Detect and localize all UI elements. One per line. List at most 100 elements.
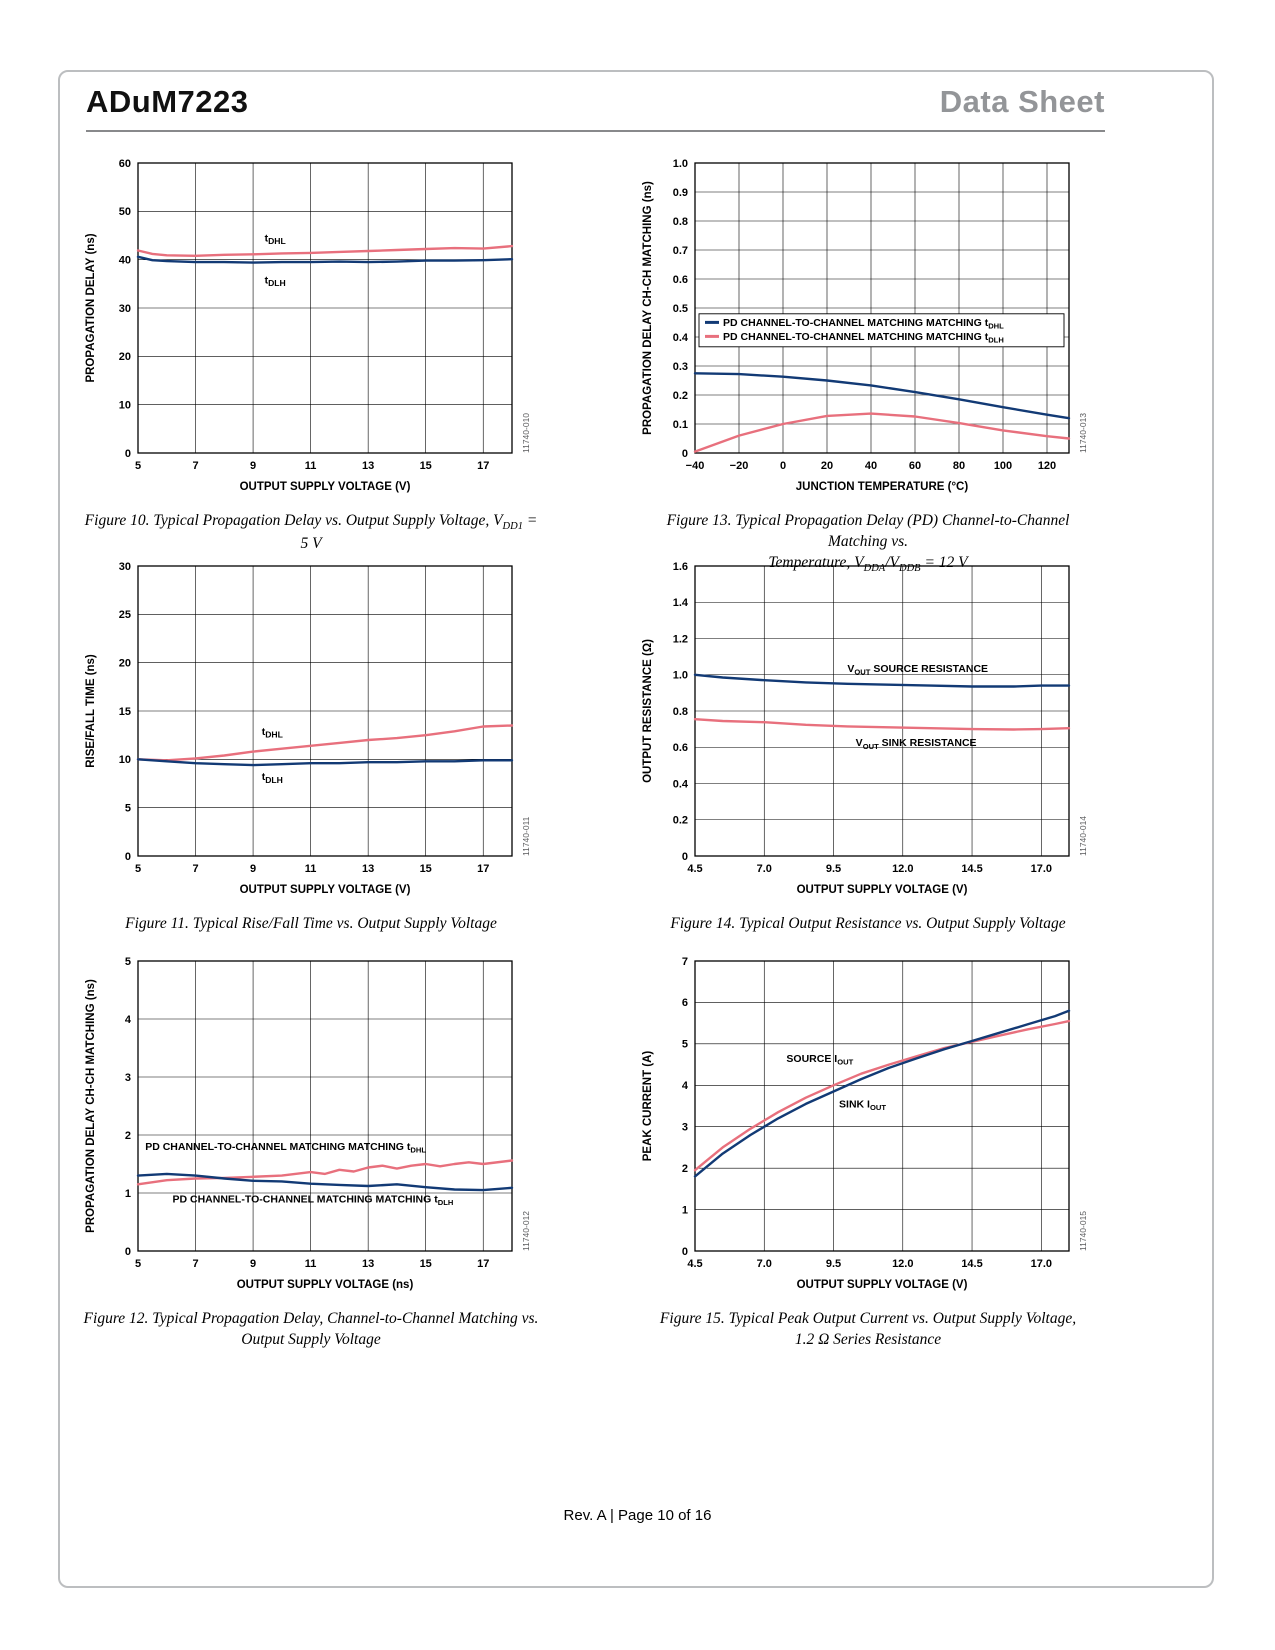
svg-text:7.0: 7.0 [757,863,772,875]
svg-text:OUTPUT SUPPLY VOLTAGE (V): OUTPUT SUPPLY VOLTAGE (V) [797,1279,968,1291]
figure-12: 5 7 9 11 13 15 17 0 1 2 3 4 5 OUTPUT SUPPLY VOLTAGE (… [80,951,542,1351]
svg-text:5: 5 [135,460,141,472]
svg-text:6: 6 [682,997,688,1009]
chart-output-resistance-vs-supply-voltage: 4.5 7.0 9.5 12.0 14.5 17.0 0 0.2 0.4 0.6 0.8 1.0 1.2… [637,556,1099,908]
svg-text:SINK IOUT: SINK IOUT [839,1098,886,1112]
svg-text:25: 25 [119,609,131,621]
figure-13: −40 −20 0 20 40 60 80 100 120 0 0.1 0.2 0.3 0.4 0.5 0.6… [637,153,1099,576]
svg-text:40: 40 [119,254,131,266]
svg-text:50: 50 [119,206,131,218]
svg-text:−20: −20 [730,460,749,472]
svg-text:5: 5 [125,956,131,968]
svg-text:2: 2 [125,1130,131,1142]
svg-text:100: 100 [994,460,1012,472]
svg-text:OUTPUT SUPPLY VOLTAGE (V): OUTPUT SUPPLY VOLTAGE (V) [240,884,411,896]
svg-text:13: 13 [362,1258,374,1270]
part-number-title: ADuM7223 [86,84,249,119]
svg-text:15: 15 [420,1258,432,1270]
svg-text:PD CHANNEL-TO-CHANNEL MATCHING: PD CHANNEL-TO-CHANNEL MATCHING MATCHING … [145,1141,426,1155]
svg-text:9.5: 9.5 [826,863,841,875]
svg-text:7: 7 [192,863,198,875]
svg-text:1.2: 1.2 [673,633,688,645]
svg-text:11740-015: 11740-015 [1078,1211,1088,1251]
svg-text:10: 10 [119,754,131,766]
svg-text:11740-011: 11740-011 [521,816,531,856]
svg-text:0.1: 0.1 [673,419,688,431]
svg-text:SOURCE IOUT: SOURCE IOUT [786,1053,853,1067]
svg-text:PROPAGATION DELAY CH-CH MATCHI: PROPAGATION DELAY CH-CH MATCHING (ns) [642,181,654,435]
svg-text:0: 0 [780,460,786,472]
svg-text:17: 17 [477,863,489,875]
figure-10-caption: Figure 10. Typical Propagation Delay vs.… [84,512,538,553]
svg-text:0: 0 [682,448,688,460]
svg-text:1.0: 1.0 [673,158,688,170]
chart-rise-fall-time-vs-supply-voltage: 5 7 9 11 13 15 17 0 5 10 15 20 25 30 OUTPUT SUPPLY VOL… [80,556,542,908]
figure-14: 4.5 7.0 9.5 12.0 14.5 17.0 0 0.2 0.4 0.6 0.8 1.0 1.2… [637,556,1099,935]
figure-13-caption: Figure 13. Typical Propagation Delay (PD… [666,512,1070,574]
page-border [58,70,1214,1588]
svg-text:14.5: 14.5 [961,1258,982,1270]
svg-text:5: 5 [135,863,141,875]
svg-text:PD CHANNEL-TO-CHANNEL MATCHING: PD CHANNEL-TO-CHANNEL MATCHING MATCHING … [173,1193,454,1207]
svg-text:17.0: 17.0 [1031,863,1052,875]
svg-text:10: 10 [119,399,131,411]
svg-text:20: 20 [119,657,131,669]
svg-text:VOUT SINK RESISTANCE: VOUT SINK RESISTANCE [856,737,977,751]
chart-propagation-delay-vs-supply-voltage: 5 7 9 11 13 15 17 0 10 20 30 40 50 60 OUTPUT SUPPLY VO… [80,153,542,505]
svg-text:PEAK CURRENT (A): PEAK CURRENT (A) [642,1051,654,1162]
svg-text:0.5: 0.5 [673,303,688,315]
svg-text:OUTPUT RESISTANCE (Ω): OUTPUT RESISTANCE (Ω) [642,639,654,783]
svg-text:60: 60 [119,158,131,170]
svg-text:11740-012: 11740-012 [521,1211,531,1251]
chart-pd-matching-vs-temperature: −40 −20 0 20 40 60 80 100 120 0 0.1 0.2 0.3 0.4 0.5 0.6… [637,153,1099,505]
svg-text:2: 2 [682,1163,688,1175]
svg-text:tDHL: tDHL [262,726,283,740]
svg-text:9: 9 [250,1258,256,1270]
svg-text:40: 40 [865,460,877,472]
svg-text:20: 20 [821,460,833,472]
svg-text:30: 30 [119,303,131,315]
svg-text:0.8: 0.8 [673,706,688,718]
svg-text:PD CHANNEL-TO-CHANNEL MATCHING: PD CHANNEL-TO-CHANNEL MATCHING MATCHING … [723,317,1004,331]
svg-text:0.2: 0.2 [673,815,688,827]
svg-text:120: 120 [1038,460,1056,472]
svg-text:15: 15 [119,706,131,718]
svg-text:1.6: 1.6 [673,561,688,573]
svg-text:0.3: 0.3 [673,361,688,373]
svg-text:0: 0 [125,1246,131,1258]
svg-text:11: 11 [305,863,317,875]
svg-text:0.4: 0.4 [673,332,689,344]
svg-text:PD CHANNEL-TO-CHANNEL MATCHING: PD CHANNEL-TO-CHANNEL MATCHING MATCHING … [723,331,1004,345]
svg-text:9.5: 9.5 [826,1258,841,1270]
svg-text:3: 3 [682,1122,688,1134]
chart-peak-current-vs-supply-voltage: 4.5 7.0 9.5 12.0 14.5 17.0 0 1 2 3 4 5 6 7 OUTPUT SUPP… [637,951,1099,1303]
svg-text:PROPAGATION DELAY (ns): PROPAGATION DELAY (ns) [85,233,97,382]
chart-pd-matching-vs-supply-voltage: 5 7 9 11 13 15 17 0 1 2 3 4 5 OUTPUT SUPPLY VOLTAGE (… [80,951,542,1303]
page-footer: Rev. A | Page 10 of 16 [563,1507,712,1524]
svg-text:13: 13 [362,863,374,875]
figure-10: 5 7 9 11 13 15 17 0 10 20 30 40 50 60 OUTPUT SUPPLY VO… [80,153,542,555]
svg-text:0.6: 0.6 [673,742,688,754]
svg-text:0: 0 [682,851,688,863]
svg-text:0: 0 [682,1246,688,1258]
svg-text:80: 80 [953,460,965,472]
svg-text:12.0: 12.0 [892,863,913,875]
svg-text:60: 60 [909,460,921,472]
svg-text:11: 11 [305,1258,317,1270]
figure-15-caption: Figure 15. Typical Peak Output Current v… [659,1310,1077,1348]
svg-text:1.4: 1.4 [673,597,689,609]
svg-text:17: 17 [477,460,489,472]
svg-text:−40: −40 [686,460,705,472]
svg-text:0.6: 0.6 [673,274,688,286]
svg-text:OUTPUT SUPPLY VOLTAGE (V): OUTPUT SUPPLY VOLTAGE (V) [240,481,411,493]
svg-text:tDLH: tDLH [262,771,283,785]
svg-text:17.0: 17.0 [1031,1258,1052,1270]
figure-12-caption: Figure 12. Typical Propagation Delay, Ch… [83,1310,539,1348]
svg-text:0.8: 0.8 [673,216,688,228]
svg-text:0: 0 [125,448,131,460]
svg-text:7: 7 [192,1258,198,1270]
figure-11: 5 7 9 11 13 15 17 0 5 10 15 20 25 30 OUTPUT SUPPLY VOL… [80,556,542,935]
figure-14-caption: Figure 14. Typical Output Resistance vs.… [670,915,1066,932]
svg-text:11740-014: 11740-014 [1078,816,1088,856]
